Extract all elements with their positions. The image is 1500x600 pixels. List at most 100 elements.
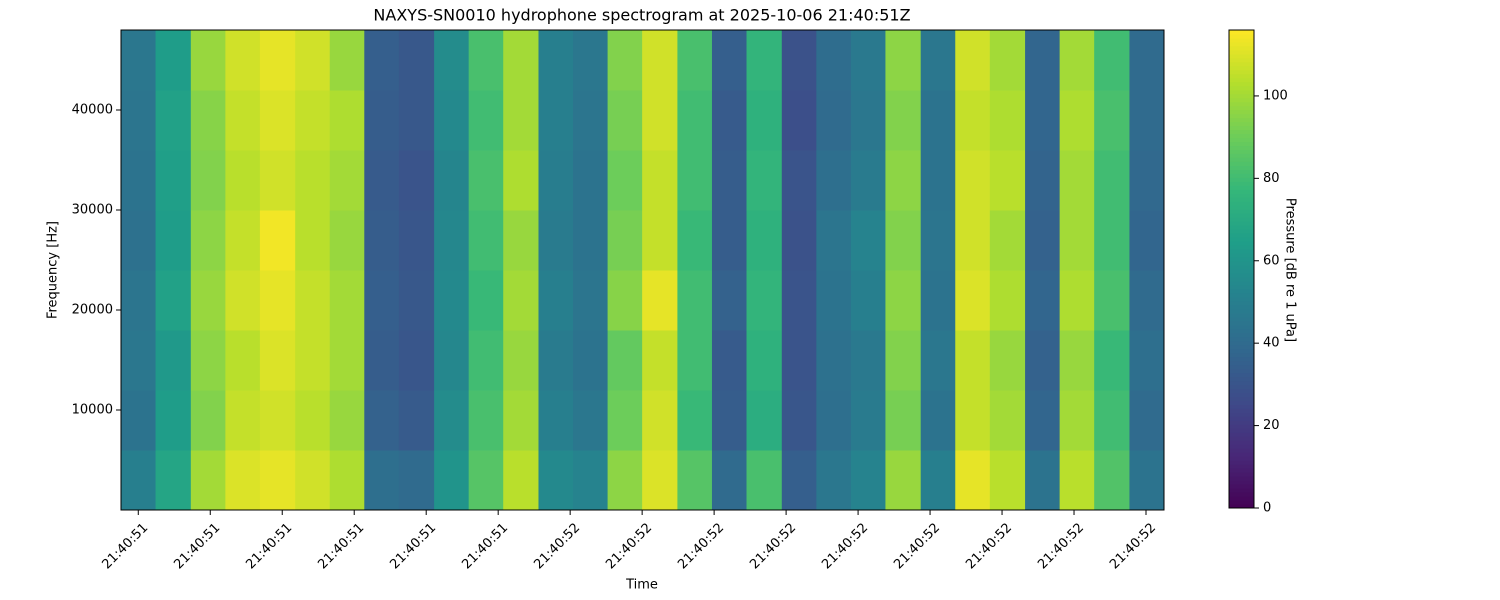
- cell: [746, 150, 783, 211]
- cell: [642, 90, 678, 151]
- x-tick-label: 21:40:52: [891, 520, 943, 572]
- x-tick-label: 21:40:52: [963, 520, 1015, 572]
- cell: [503, 450, 539, 511]
- y-tick-label: 40000: [72, 103, 113, 118]
- x-tick-label: 21:40:51: [315, 520, 367, 572]
- cell: [607, 90, 643, 151]
- cell: [1059, 150, 1095, 211]
- cell: [955, 150, 991, 211]
- cell: [1094, 30, 1130, 91]
- colorbar-swatch: [1229, 320, 1254, 326]
- cell: [989, 30, 1026, 91]
- colorbar-swatch: [1229, 165, 1254, 170]
- colorbar-swatch: [1229, 360, 1254, 366]
- cell: [607, 150, 643, 211]
- cell: [781, 210, 817, 271]
- cell: [607, 390, 643, 451]
- cell: [121, 30, 157, 91]
- colorbar-swatch: [1229, 332, 1254, 338]
- x-tick-label: 21:40:51: [387, 520, 439, 572]
- cell: [573, 210, 609, 271]
- cell: [329, 450, 365, 511]
- colorbar-swatch: [1229, 280, 1254, 286]
- cell: [503, 150, 539, 211]
- colorbar-swatch: [1229, 292, 1254, 298]
- colorbar-swatch: [1229, 137, 1254, 143]
- cell: [155, 270, 192, 331]
- cell: [121, 210, 157, 271]
- colorbar-swatch: [1229, 356, 1254, 362]
- x-tick-label: 21:40:52: [819, 520, 871, 572]
- colorbar-swatch: [1229, 61, 1254, 67]
- cell: [259, 390, 296, 451]
- cell: [364, 330, 400, 391]
- colorbar-swatch: [1229, 217, 1254, 222]
- cell: [398, 270, 435, 331]
- colorbar-swatch: [1229, 364, 1254, 370]
- colorbar-swatch: [1229, 253, 1254, 258]
- cell: [955, 210, 991, 271]
- cell: [920, 390, 956, 451]
- cell: [1025, 210, 1061, 271]
- x-tick-label: 21:40:52: [675, 520, 727, 572]
- colorbar-swatch: [1229, 396, 1254, 401]
- colorbar-swatch: [1229, 225, 1254, 230]
- cell: [259, 30, 296, 91]
- cell: [746, 270, 783, 331]
- colorbar-swatch: [1229, 161, 1254, 166]
- cell: [920, 330, 956, 391]
- x-tick-label: 21:40:51: [243, 520, 295, 572]
- y-axis-label: Frequency [Hz]: [46, 221, 61, 319]
- cell: [816, 210, 852, 271]
- colorbar-swatch: [1229, 241, 1254, 246]
- cell: [329, 270, 365, 331]
- cell: [259, 330, 296, 391]
- cell: [468, 30, 504, 91]
- cell: [155, 390, 192, 451]
- cell: [434, 150, 470, 211]
- colorbar-swatch: [1229, 300, 1254, 306]
- cell: [989, 150, 1026, 211]
- cell: [225, 330, 261, 391]
- cell: [642, 390, 678, 451]
- cell: [677, 450, 713, 511]
- colorbar-swatch: [1229, 89, 1254, 95]
- colorbar-swatch: [1229, 229, 1254, 234]
- cell: [746, 450, 783, 511]
- colorbar-swatch: [1229, 368, 1254, 374]
- cell: [1094, 390, 1130, 451]
- colorbar-swatch: [1229, 93, 1254, 99]
- colorbar-swatch: [1229, 57, 1254, 63]
- cell: [885, 90, 922, 151]
- cell: [259, 90, 296, 151]
- colorbar-tick-label: 100: [1263, 88, 1288, 103]
- cell: [398, 150, 435, 211]
- cell: [468, 450, 504, 511]
- cell: [573, 150, 609, 211]
- cell: [259, 210, 296, 271]
- cell: [989, 330, 1026, 391]
- cell: [329, 150, 365, 211]
- cell: [1025, 390, 1061, 451]
- cell: [1025, 330, 1061, 391]
- cell: [885, 390, 922, 451]
- cell: [329, 210, 365, 271]
- colorbar-tick-label: 60: [1263, 253, 1280, 268]
- colorbar-swatch: [1229, 324, 1254, 330]
- colorbar-swatch: [1229, 484, 1254, 489]
- cell: [1129, 270, 1165, 331]
- cell: [955, 330, 991, 391]
- cell: [955, 30, 991, 91]
- colorbar-swatch: [1229, 408, 1254, 413]
- cell: [538, 270, 574, 331]
- cell: [225, 210, 261, 271]
- cell: [816, 390, 852, 451]
- cell: [295, 150, 331, 211]
- colorbar-swatch: [1229, 125, 1254, 131]
- cell: [920, 450, 956, 511]
- cell: [1129, 450, 1165, 511]
- cell: [885, 30, 922, 91]
- colorbar-swatch: [1229, 237, 1254, 242]
- colorbar-swatch: [1229, 129, 1254, 135]
- cell: [746, 210, 783, 271]
